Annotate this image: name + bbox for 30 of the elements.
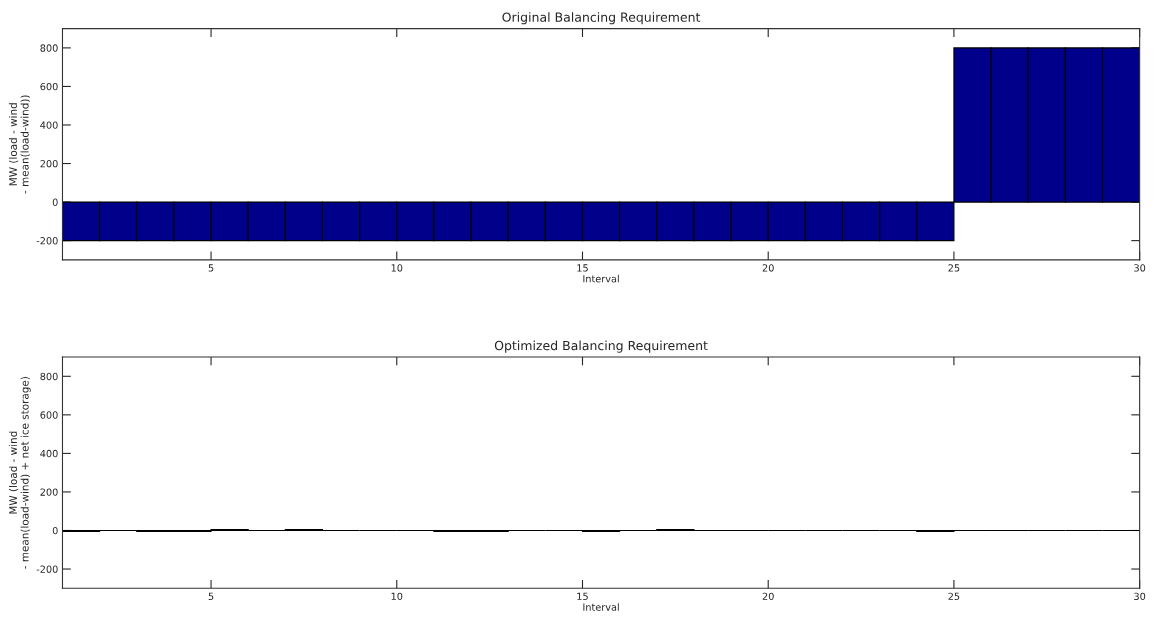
y-tick-label: 400: [40, 449, 58, 458]
x-tick-label: 10: [391, 592, 403, 600]
x-tick-label: 30: [1134, 264, 1146, 272]
x-tick-label: 10: [391, 264, 403, 272]
x-tick-label: 30: [1134, 592, 1146, 600]
y-tick-label: 600: [40, 82, 58, 91]
y-tick-label: 0: [52, 198, 58, 206]
y-tick-label: 800: [40, 372, 58, 381]
x-tick-label: 25: [948, 592, 960, 600]
y-tick-label: -200: [36, 565, 58, 573]
x-tick-label: 20: [762, 592, 774, 600]
y-axis-title: MW (load - wind - mean(load-wind) + net ice storage): [8, 377, 31, 569]
x-tick-label: 25: [948, 264, 960, 272]
chart-title: Optimized Balancing Requirement: [494, 340, 708, 353]
y-tick-label: -200: [36, 237, 58, 245]
x-tick-label: 5: [208, 264, 214, 272]
x-tick-label: 5: [208, 592, 214, 600]
y-tick-label: 0: [52, 526, 58, 535]
x-tick-label: 20: [762, 264, 774, 272]
x-axis-title: Interval: [583, 274, 619, 283]
chart-title: Original Balancing Requirement: [502, 12, 701, 25]
x-tick-label: 15: [577, 592, 588, 600]
y-axis-title: MW (load - wind - mean(load-wind)): [8, 95, 30, 194]
x-tick-label: 15: [577, 264, 588, 272]
y-tick-label: 800: [40, 44, 58, 52]
y-tick-label: 600: [40, 411, 58, 419]
y-tick-label: 200: [40, 488, 58, 496]
x-axis-title: Interval: [583, 603, 619, 611]
y-tick-label: 200: [40, 160, 58, 168]
y-tick-label: 400: [40, 121, 58, 129]
